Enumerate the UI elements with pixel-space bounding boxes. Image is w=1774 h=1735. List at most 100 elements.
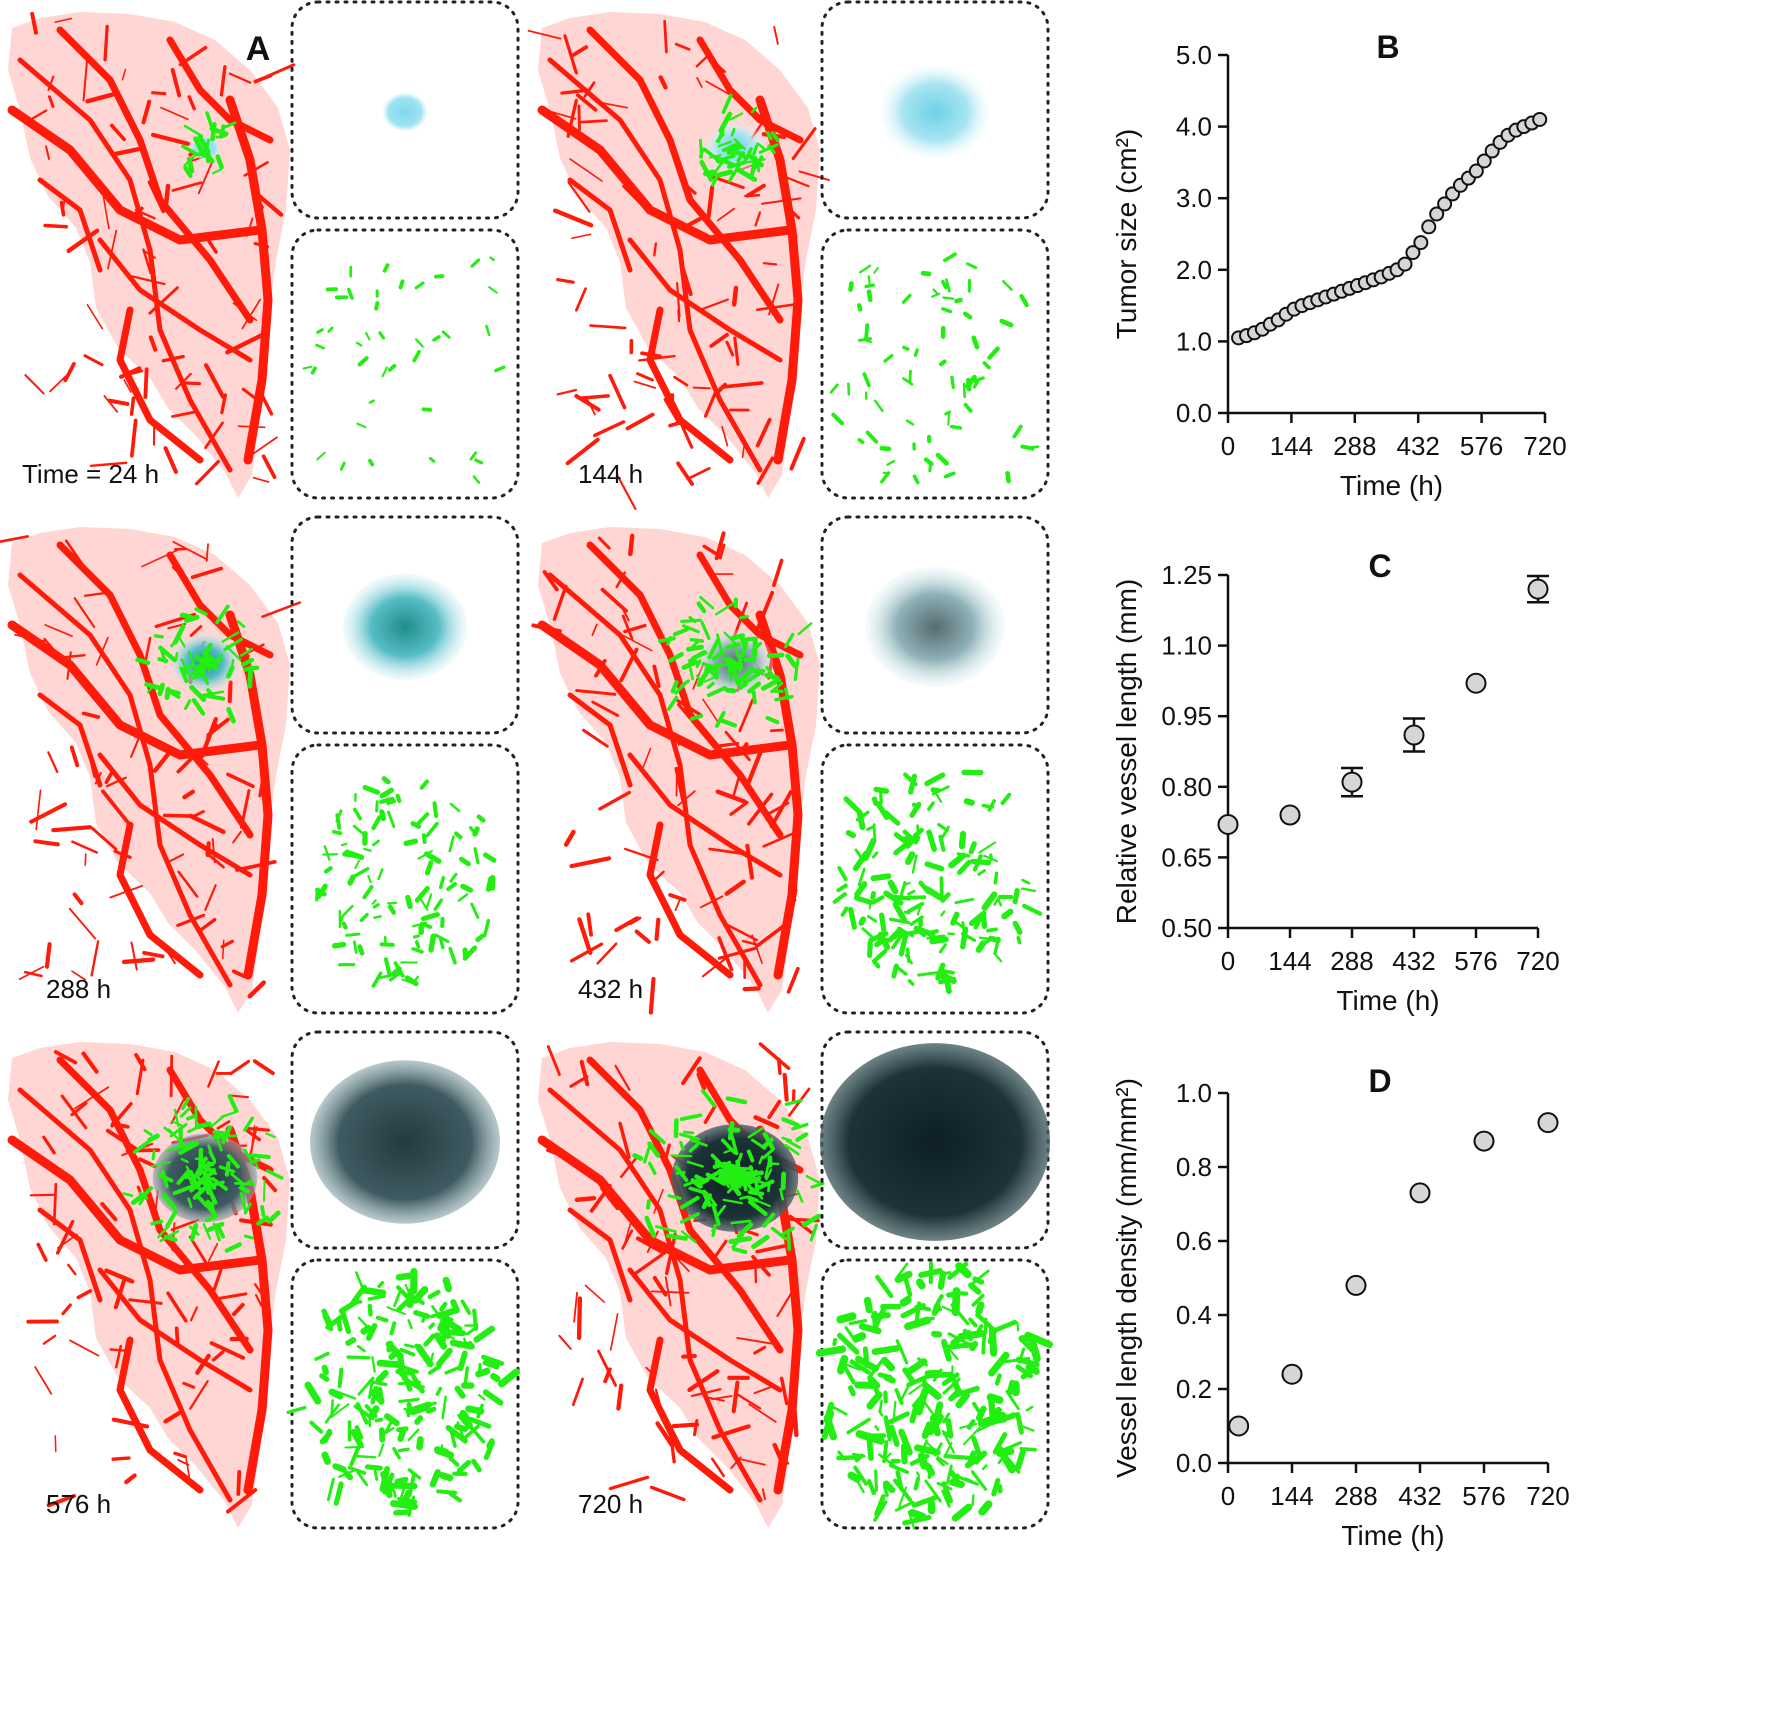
new-vessel-segment: [913, 1476, 921, 1491]
vessel-branch: [591, 700, 620, 717]
data-point: [1405, 245, 1421, 261]
new-vessel-segment: [916, 1471, 921, 1478]
new-vessel-segment: [848, 906, 857, 930]
y-tick-label: 3.0: [1176, 183, 1212, 213]
new-vessel-segment: [262, 1179, 266, 1202]
new-vessel-segment: [937, 971, 950, 984]
x-tick-label: 0: [1221, 431, 1235, 461]
new-vessel-segment: [679, 1113, 703, 1122]
new-vessel-segment: [929, 936, 949, 945]
vessel-branch: [650, 1290, 690, 1294]
vessel-branch: [105, 1128, 139, 1152]
new-vessel-segment: [163, 1126, 174, 1135]
new-vessel-segment: [166, 1144, 184, 1153]
new-vessel-segment: [747, 1199, 768, 1217]
vessel-branch: [14, 633, 46, 643]
new-vessel-segment: [736, 1222, 754, 1239]
vessel-branch: [204, 234, 218, 254]
new-vessel-segment: [205, 1199, 217, 1217]
vessel-branch: [712, 60, 727, 74]
new-vessel-segment: [915, 1388, 929, 1416]
new-vessel-segment: [304, 1381, 322, 1405]
new-vessel-segment: [371, 899, 377, 905]
new-vessel-segment: [238, 1185, 251, 1194]
new-vessel-segment: [199, 658, 216, 670]
vessel-branch: [622, 609, 630, 622]
vessel-branch: [189, 625, 203, 637]
new-vessel-segment: [336, 1318, 343, 1332]
new-vessel-segment: [406, 1401, 413, 1415]
vessel-trunk: [166, 36, 274, 144]
inset-tumor: [880, 64, 990, 160]
new-vessel-segment: [243, 1234, 255, 1240]
new-vessel-segment: [243, 665, 260, 672]
new-vessel-segment: [700, 620, 711, 640]
new-vessel-segment: [925, 1441, 936, 1452]
vessel-branch: [219, 65, 227, 97]
vessel-branch: [577, 104, 581, 132]
new-vessel-segment: [882, 1480, 896, 1494]
vessel-network: [0, 527, 302, 1013]
vessel-trunk: [166, 551, 274, 659]
vessel-branch: [569, 158, 603, 182]
vessel-branch: [250, 186, 264, 209]
new-vessel-segment: [802, 1213, 822, 1228]
new-vessel-segment: [870, 890, 876, 901]
inset-tumor: [383, 93, 427, 131]
new-vessel-segment: [868, 900, 872, 910]
tumor-inset-frame: [820, 0, 1050, 220]
vessel-branch: [724, 730, 751, 762]
vessel-branch: [621, 614, 634, 641]
new-vessel-segment: [866, 289, 873, 303]
vessel-branch: [109, 884, 143, 899]
new-vessel-segment: [752, 636, 758, 658]
new-vessel-segment: [875, 1274, 894, 1299]
inset-tumor: [820, 1043, 1050, 1241]
vessel-branch: [654, 870, 665, 881]
vessel-branch: [542, 570, 559, 592]
new-vessel-segment: [181, 144, 200, 157]
new-vessel-segment: [907, 1510, 915, 1530]
new-vessel-segment: [375, 800, 379, 813]
x-tick-label: 0: [1221, 946, 1235, 976]
new-vessel-segment: [750, 1138, 767, 1150]
new-vessel-segment: [461, 1424, 480, 1441]
new-vessel-segment: [721, 142, 740, 153]
vessel-branch: [545, 109, 577, 120]
vessel-branch: [0, 535, 29, 544]
new-vessel-segment: [179, 666, 195, 680]
new-vessel-segment: [375, 1315, 389, 1323]
new-vessel-segment: [760, 678, 780, 691]
y-tick-label: 0.0: [1176, 1448, 1212, 1478]
new-vessel-segment: [449, 1339, 475, 1350]
vessel-branch: [603, 1367, 612, 1384]
new-vessel-segment: [160, 1169, 169, 1189]
new-vessel-segment: [439, 1325, 449, 1345]
vessel-branch: [531, 623, 562, 634]
vessel-branch: [579, 119, 608, 124]
new-vessel-segment: [886, 459, 896, 466]
x-tick-label: 720: [1523, 431, 1566, 461]
vessel-branch: [148, 335, 158, 352]
new-vessel-segment: [872, 959, 881, 969]
inset-new-vessels: [302, 256, 506, 484]
new-vessel-segment: [365, 331, 371, 341]
vessel-branch: [211, 1261, 225, 1296]
new-vessel-segment: [874, 1425, 880, 1432]
vessel-branch: [189, 1380, 209, 1410]
new-vessel-segment: [688, 1186, 709, 1195]
new-vessel-segment: [389, 971, 402, 982]
vessel-branch: [104, 1268, 135, 1284]
new-vessel-segment: [433, 1446, 450, 1456]
vessel-branch: [160, 106, 189, 121]
new-vessel-segment: [918, 1268, 943, 1278]
new-vessel-segment: [848, 1318, 868, 1326]
new-vessel-segment: [201, 642, 213, 661]
new-vessel-segment: [687, 640, 700, 652]
vessel-branch: [616, 1383, 624, 1411]
new-vessel-segment: [917, 971, 939, 977]
vessel-branch: [616, 474, 637, 510]
vessel-trunk: [537, 1135, 795, 1275]
new-vessel-segment: [878, 1409, 884, 1417]
vessel-branch: [669, 393, 675, 409]
